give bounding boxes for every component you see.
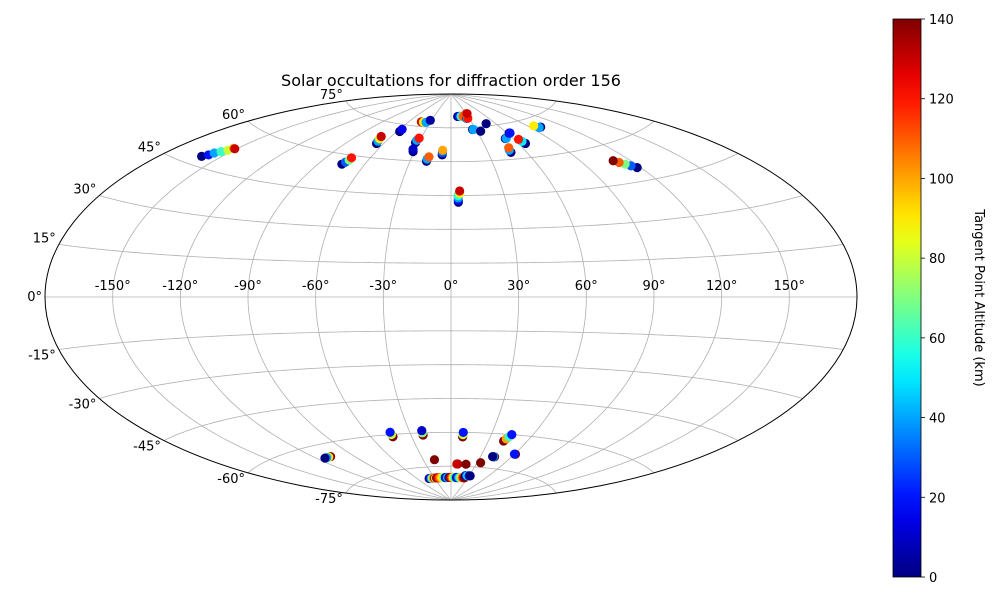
- data-point: [509, 449, 520, 459]
- longitude-tick-label: 30°: [507, 279, 530, 294]
- meridian-line: [247, 93, 452, 501]
- colorbar-tick-label: 120: [929, 93, 954, 108]
- meridian-line: [450, 93, 520, 501]
- latitude-tick-label: -45°: [133, 440, 161, 455]
- latitude-tick-label: 30°: [73, 183, 96, 198]
- colorbar-tick-label: 100: [929, 172, 954, 187]
- longitude-tick-label: -30°: [369, 279, 397, 294]
- data-point: [468, 124, 479, 135]
- latitude-tick-label: 75°: [320, 88, 343, 103]
- latitude-tick-label: -15°: [28, 349, 56, 364]
- data-point: [507, 430, 517, 440]
- longitude-tick-label: 150°: [774, 279, 805, 294]
- colorbar: [892, 18, 922, 578]
- longitude-tick-label: 60°: [575, 279, 598, 294]
- data-point: [408, 144, 418, 154]
- longitude-tick-label: -120°: [162, 279, 198, 294]
- colorbar-tick-label: 0: [929, 571, 937, 586]
- data-point: [230, 144, 240, 154]
- meridian-line: [179, 93, 452, 501]
- latitude-tick-label: -60°: [217, 472, 245, 487]
- meridian-line: [315, 93, 452, 501]
- data-point: [608, 156, 618, 166]
- data-point: [455, 186, 465, 196]
- data-point: [424, 152, 434, 162]
- latitude-tick-labels: -75° -60° -45° -30° -15° 0° 15° 30° 45° 60° 75°: [27, 88, 343, 507]
- data-point: [197, 151, 207, 161]
- colorbar-label: Tangent Point Altitude (km): [971, 208, 986, 386]
- data-point: [425, 115, 435, 125]
- data-points: [197, 109, 642, 484]
- latitude-tick-label: 60°: [222, 108, 245, 123]
- data-point: [465, 471, 475, 481]
- data-point: [505, 128, 515, 138]
- colorbar-tick-label: 60: [929, 332, 946, 347]
- longitude-tick-label: -150°: [95, 279, 131, 294]
- meridian-line: [450, 93, 587, 501]
- longitude-tick-labels: -150° -120° -90° -60° -30° 0° 30° 60° 90° 120° 150…: [95, 279, 805, 294]
- data-point: [209, 148, 219, 158]
- colorbar-tick-label: 40: [929, 412, 946, 427]
- data-point: [488, 452, 498, 462]
- colorbar-tick-label: 80: [929, 252, 946, 267]
- map-boundary: [44, 93, 858, 501]
- longitude-tick-label: 0°: [444, 279, 459, 294]
- longitude-tick-label: 120°: [706, 279, 737, 294]
- data-point: [476, 126, 486, 136]
- meridian-line: [450, 93, 790, 501]
- data-point: [458, 427, 468, 438]
- longitude-tick-label: -90°: [234, 279, 262, 294]
- latitude-tick-label: 45°: [138, 141, 161, 156]
- data-point: [461, 459, 471, 469]
- data-point: [504, 143, 514, 153]
- data-point: [481, 119, 491, 129]
- data-point: [414, 133, 424, 143]
- data-point: [385, 427, 395, 437]
- data-point: [320, 453, 330, 463]
- data-point: [216, 147, 226, 157]
- data-point: [438, 145, 448, 155]
- data-point: [346, 153, 357, 163]
- colorbar-tick-label: 140: [929, 13, 954, 28]
- data-point: [429, 455, 440, 465]
- meridian-line: [450, 93, 655, 501]
- latitude-tick-label: 0°: [27, 290, 42, 305]
- longitude-tick-label: 90°: [642, 279, 665, 294]
- data-point: [529, 121, 539, 131]
- latitude-tick-label: -30°: [69, 398, 97, 413]
- data-point: [513, 134, 524, 144]
- colorbar-tick-label: 20: [929, 491, 946, 506]
- meridian-line: [382, 93, 452, 501]
- latitude-tick-label: -75°: [315, 492, 343, 507]
- data-point: [397, 124, 407, 134]
- latitude-tick-label: 15°: [33, 232, 56, 247]
- meridian-line: [112, 93, 452, 501]
- data-point: [452, 459, 462, 469]
- data-point: [417, 425, 427, 436]
- data-point: [376, 131, 386, 142]
- data-point: [462, 109, 472, 119]
- data-point: [476, 458, 486, 468]
- meridian-line: [450, 93, 723, 501]
- map-gridlines: [45, 93, 857, 501]
- chart-title: Solar occultations for diffraction order…: [281, 71, 621, 90]
- longitude-tick-label: -60°: [302, 279, 330, 294]
- colorbar-ticks: 0 20 40 60 80 100 120 140: [921, 13, 954, 586]
